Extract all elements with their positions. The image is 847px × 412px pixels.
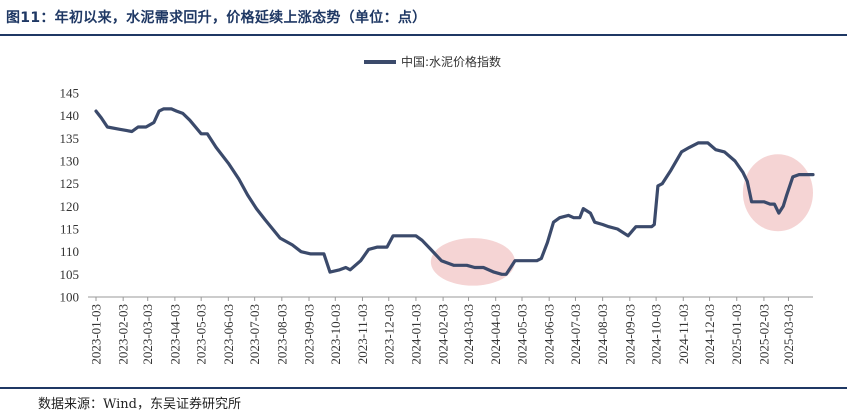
x-tick-label: 2024-02-03 — [436, 304, 451, 365]
x-tick-label: 2023-08-03 — [274, 304, 289, 365]
y-tick-label: 130 — [60, 154, 80, 169]
y-tick-label: 125 — [60, 176, 80, 191]
x-tick-label: 2025-01-03 — [729, 304, 744, 365]
legend: 中国:水泥价格指数 — [364, 54, 501, 69]
y-tick-label: 105 — [60, 267, 80, 282]
x-tick-label: 2023-03-03 — [140, 304, 155, 365]
y-axis: 100 105 110 115 120 125 130 135 140 145 — [60, 86, 80, 305]
x-tick-label: 2024-06-03 — [542, 304, 557, 365]
x-tick-label: 2025-02-03 — [756, 304, 771, 365]
x-tick-label: 2024-05-03 — [514, 304, 529, 365]
x-tick-label: 2024-03-03 — [461, 304, 476, 365]
y-tick-label: 110 — [60, 244, 79, 259]
x-tick-label: 2023-05-03 — [194, 304, 209, 365]
x-tick-label: 2024-08-03 — [595, 304, 610, 365]
y-tick-label: 115 — [60, 222, 79, 237]
title-divider — [0, 34, 847, 36]
x-tick-label: 2023-09-03 — [301, 304, 316, 365]
x-tick-label: 2023-02-03 — [116, 304, 131, 365]
data-source: 数据来源：Wind，东吴证券研究所 — [38, 397, 241, 412]
x-tick-label: 2025-03-03 — [781, 304, 796, 365]
x-tick-label: 2024-12-03 — [702, 304, 717, 365]
y-tick-label: 120 — [60, 199, 80, 214]
x-tick-label: 2023-04-03 — [167, 304, 182, 365]
y-tick-label: 135 — [60, 131, 80, 146]
x-tick-label: 2023-11-03 — [355, 304, 370, 364]
series-line-0 — [94, 107, 815, 276]
figure-title: 图11：年初以来，水泥需求回升，价格延续上涨态势（单位：点） — [6, 10, 427, 26]
legend-label: 中国:水泥价格指数 — [401, 54, 501, 69]
chart: 中国:水泥价格指数 100 105 110 115 120 125 130 135 140 145… — [60, 54, 815, 365]
y-tick-label: 145 — [60, 86, 80, 101]
source-divider — [0, 387, 847, 389]
highlights — [430, 154, 814, 286]
x-axis: 2023-01-03 2023-02-03 2023-03-03 2023-04-03… — [88, 296, 813, 365]
highlight-ellipse-1 — [742, 154, 814, 232]
x-tick-label: 2023-07-03 — [247, 304, 262, 365]
x-tick-label: 2024-01-03 — [408, 304, 423, 365]
x-tick-label: 2024-09-03 — [622, 304, 637, 365]
x-tick-label: 2024-11-03 — [676, 304, 691, 364]
x-tick-label: 2023-10-03 — [328, 304, 343, 365]
series — [94, 107, 815, 276]
x-tick-label: 2023-06-03 — [221, 304, 236, 365]
x-tick-label: 2024-07-03 — [568, 304, 583, 365]
x-tick-label: 2024-10-03 — [649, 304, 664, 365]
x-tick-label: 2024-04-03 — [488, 304, 503, 365]
x-tick-label: 2023-01-03 — [89, 304, 104, 365]
x-tick-label: 2023-12-03 — [381, 304, 396, 365]
y-tick-label: 140 — [60, 108, 80, 123]
y-tick-label: 100 — [60, 290, 80, 305]
